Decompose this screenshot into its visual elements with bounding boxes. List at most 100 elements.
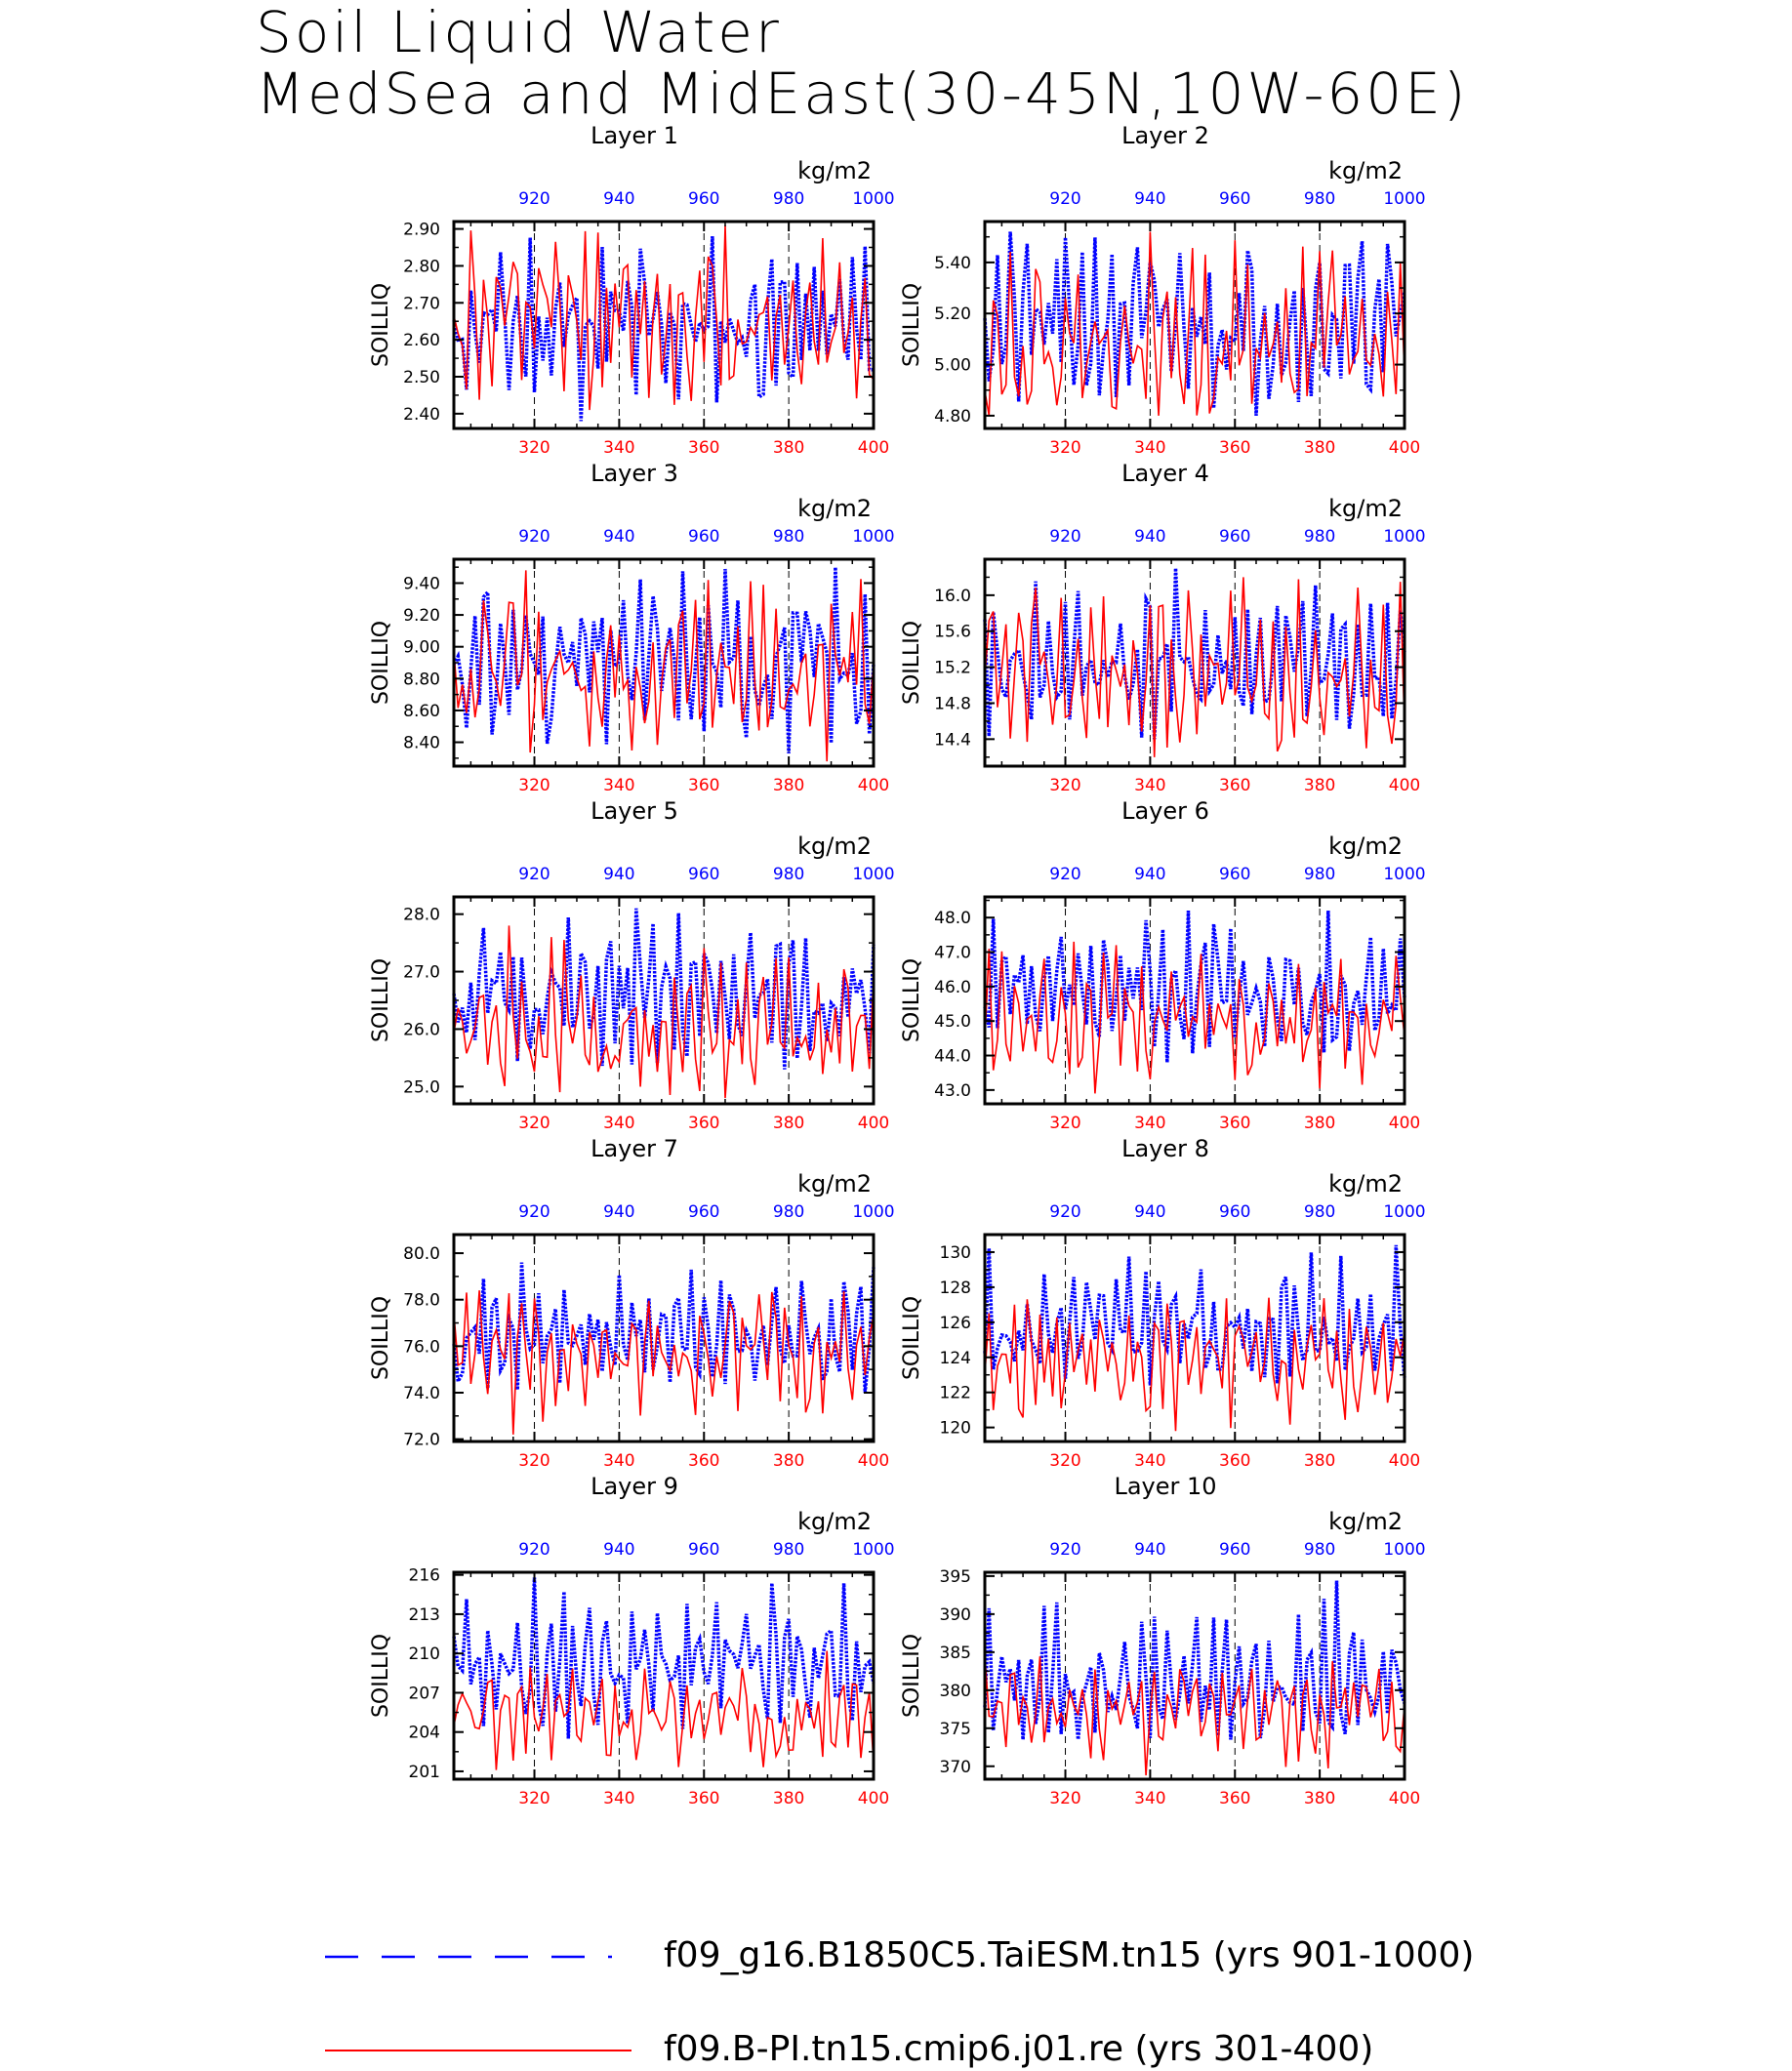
series-line-blue [452, 567, 876, 754]
series-line-red [453, 1290, 875, 1435]
panel-layer-5: Layer 5 kg/m2 SOILLIQ 320 340 360 380 400 920 940… [369, 797, 895, 1133]
series-line-blue [452, 1577, 876, 1739]
y-axis-label: SOILLIQ [900, 621, 924, 705]
y-tick-label: 16.0 [934, 587, 971, 606]
plot-frame [983, 1233, 1406, 1443]
x-top-tick-label: 920 [518, 1540, 550, 1560]
x-top-tick-label: 980 [1304, 1540, 1335, 1560]
panel-title: Layer 9 [591, 1473, 678, 1500]
y-axis-label: SOILLIQ [369, 1296, 393, 1380]
y-tick-label: 5.40 [934, 254, 971, 273]
x-bottom-tick-label: 380 [1304, 1114, 1335, 1133]
y-tick-label: 124 [940, 1349, 971, 1368]
x-bottom-tick-label: 340 [1134, 438, 1165, 458]
x-bottom-tick-label: 320 [518, 1114, 550, 1133]
legend-label-red: f09.B-PI.tn15.cmip6.j01.re (yrs 301-400) [664, 2029, 1374, 2069]
y-axis-label: SOILLIQ [369, 1634, 393, 1718]
x-bottom-tick-label: 360 [688, 1789, 719, 1808]
x-bottom-tick-label: 360 [688, 1114, 719, 1133]
x-bottom-tick-label: 400 [1389, 1789, 1420, 1808]
x-top-tick-label: 1000 [852, 1540, 894, 1560]
panel-title: Layer 3 [591, 460, 678, 487]
plot-frame [983, 220, 1406, 430]
y-tick-label: 72.0 [403, 1431, 440, 1450]
x-bottom-tick-label: 320 [1049, 1451, 1080, 1471]
x-top-tick-label: 960 [1219, 527, 1250, 547]
y-tick-label: 128 [940, 1279, 971, 1298]
x-bottom-tick-label: 380 [1304, 776, 1335, 795]
x-bottom-tick-label: 400 [858, 1789, 889, 1808]
y-tick-label: 201 [409, 1763, 440, 1782]
series-line-blue [983, 911, 1406, 1063]
series-line-blue [983, 1580, 1406, 1740]
x-top-tick-label: 1000 [852, 189, 894, 209]
x-top-tick-label: 920 [1049, 1540, 1080, 1560]
figure-title-line-2: MedSea and MidEast(30-45N,10W-60E) [256, 61, 1469, 127]
panel-title: Layer 4 [1121, 460, 1209, 487]
panel-layer-1: Layer 1 kg/m2 SOILLIQ 320 340 360 380 400 920 940… [369, 122, 895, 458]
plot-frame [983, 557, 1406, 768]
x-bottom-tick-label: 380 [1304, 1451, 1335, 1471]
panel-title: Layer 10 [1114, 1473, 1216, 1500]
x-bottom-tick-label: 400 [858, 438, 889, 458]
panel-layer-10: Layer 10 kg/m2 SOILLIQ 320 340 360 380 400 920 94… [900, 1473, 1426, 1808]
y-tick-label: 216 [409, 1566, 440, 1586]
x-bottom-tick-label: 320 [518, 1789, 550, 1808]
panel-title: Layer 6 [1121, 797, 1209, 825]
y-tick-label: 120 [940, 1419, 971, 1439]
x-bottom-tick-label: 400 [858, 776, 889, 795]
series-line-blue [983, 1244, 1406, 1386]
x-top-tick-label: 920 [1049, 189, 1080, 209]
series-line-red [984, 577, 1405, 757]
y-tick-label: 46.0 [934, 978, 971, 997]
figure-title-line-1: Soil Liquid Water [256, 0, 782, 65]
y-tick-label: 28.0 [403, 906, 440, 925]
x-bottom-tick-label: 400 [1389, 1114, 1420, 1133]
y-tick-label: 375 [940, 1720, 971, 1739]
series-line-blue [452, 908, 876, 1070]
x-bottom-tick-label: 380 [773, 1451, 804, 1471]
y-tick-label: 2.40 [403, 405, 440, 425]
x-bottom-tick-label: 340 [603, 1451, 634, 1471]
x-bottom-tick-label: 380 [1304, 438, 1335, 458]
y-tick-label: 2.80 [403, 257, 440, 276]
y-tick-label: 8.80 [403, 670, 440, 689]
x-top-tick-label: 940 [603, 1540, 634, 1560]
units-label: kg/m2 [1328, 495, 1403, 522]
x-top-tick-label: 940 [1134, 189, 1165, 209]
panel-title: Layer 7 [591, 1135, 678, 1162]
units-label: kg/m2 [797, 495, 872, 522]
y-tick-label: 122 [940, 1384, 971, 1403]
y-tick-label: 207 [409, 1684, 440, 1703]
x-top-tick-label: 980 [1304, 527, 1335, 547]
panel-layer-2: Layer 2 kg/m2 SOILLIQ 320 340 360 380 400 920 940… [900, 122, 1426, 458]
x-top-tick-label: 980 [773, 527, 804, 547]
y-axis-label: SOILLIQ [369, 621, 393, 705]
y-axis-label: SOILLIQ [900, 1296, 924, 1380]
x-bottom-tick-label: 380 [773, 1114, 804, 1133]
series-line-red [984, 941, 1405, 1094]
y-tick-label: 390 [940, 1605, 971, 1625]
y-tick-label: 2.50 [403, 368, 440, 387]
x-bottom-tick-label: 340 [603, 1114, 634, 1133]
y-tick-label: 8.40 [403, 734, 440, 753]
x-top-tick-label: 920 [1049, 1202, 1080, 1222]
legend-label-blue: f09_g16.B1850C5.TaiESM.tn15 (yrs 901-100… [664, 1935, 1475, 1975]
panel-layer-7: Layer 7 kg/m2 SOILLIQ 320 340 360 380 400 920 940… [369, 1135, 895, 1471]
x-bottom-tick-label: 360 [1219, 1114, 1250, 1133]
y-tick-label: 9.20 [403, 606, 440, 626]
x-top-tick-label: 920 [518, 527, 550, 547]
x-bottom-tick-label: 320 [518, 1451, 550, 1471]
x-bottom-tick-label: 360 [1219, 1789, 1250, 1808]
y-tick-label: 380 [940, 1682, 971, 1701]
y-tick-label: 385 [940, 1644, 971, 1663]
plot-frame [983, 895, 1406, 1106]
x-top-tick-label: 960 [1219, 1540, 1250, 1560]
x-bottom-tick-label: 340 [603, 776, 634, 795]
panel-layer-4: Layer 4 kg/m2 SOILLIQ 320 340 360 380 400 920 940… [900, 460, 1426, 795]
y-tick-label: 126 [940, 1314, 971, 1333]
series-line-blue [452, 1262, 876, 1394]
y-tick-label: 15.2 [934, 659, 971, 678]
y-tick-label: 5.20 [934, 305, 971, 324]
x-top-tick-label: 960 [1219, 1202, 1250, 1222]
